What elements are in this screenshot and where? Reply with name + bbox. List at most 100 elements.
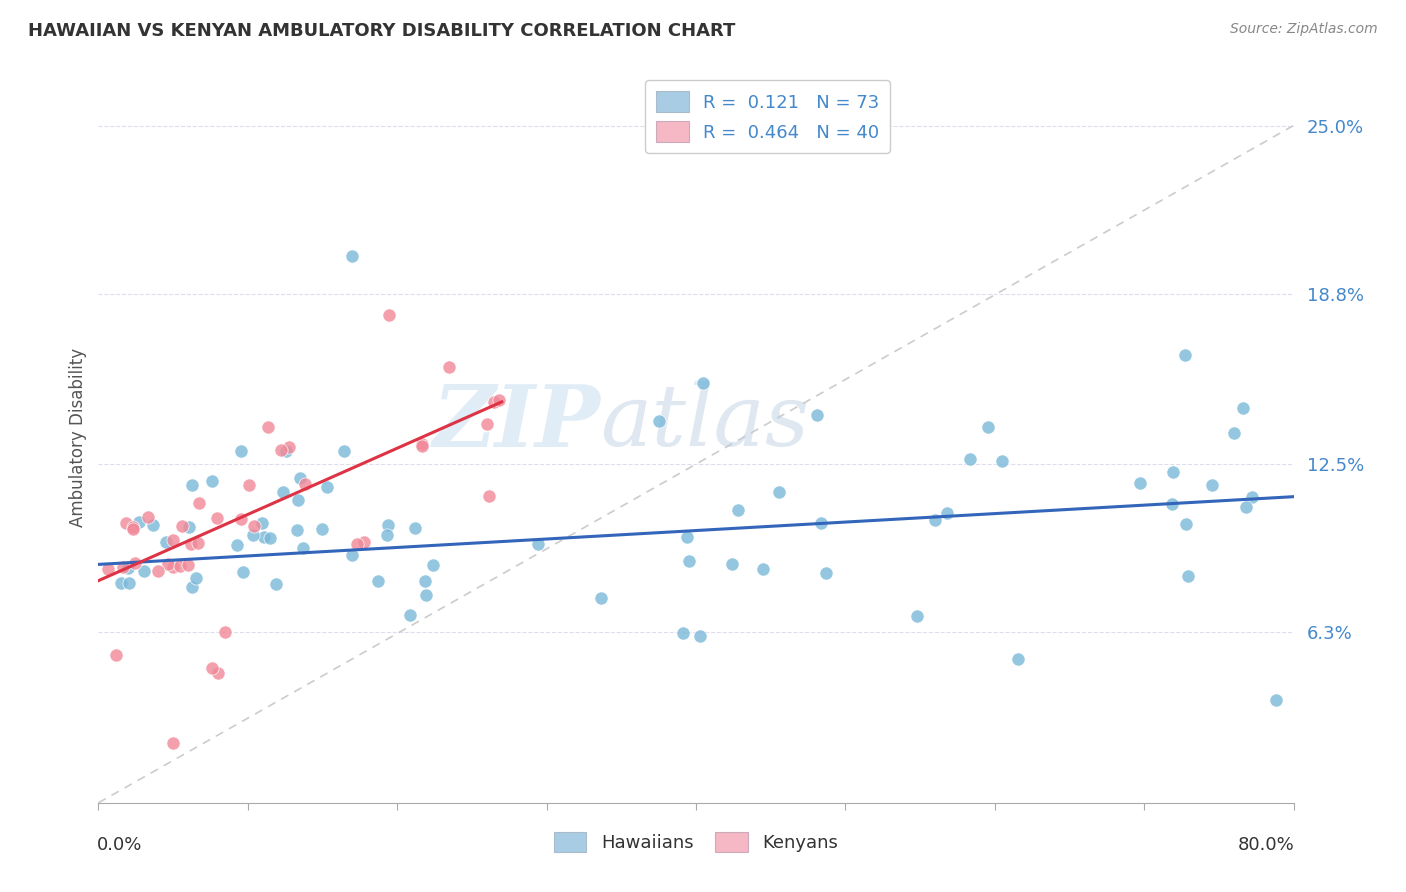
Text: 80.0%: 80.0% — [1237, 836, 1295, 854]
Point — [340, 548, 363, 562]
Point — [136, 509, 159, 524]
Point — [238, 478, 260, 492]
Point — [316, 480, 339, 494]
Text: Source: ZipAtlas.com: Source: ZipAtlas.com — [1230, 22, 1378, 37]
Point — [959, 452, 981, 467]
Point — [411, 439, 433, 453]
Point — [936, 506, 959, 520]
Point — [1129, 475, 1152, 490]
Point — [277, 440, 299, 454]
Y-axis label: Ambulatory Disability: Ambulatory Disability — [69, 348, 87, 526]
Point — [905, 609, 928, 624]
Text: atlas: atlas — [600, 381, 810, 464]
Point — [1175, 516, 1198, 531]
Point — [118, 576, 141, 591]
Point — [110, 576, 132, 591]
Point — [422, 558, 444, 573]
Point — [207, 665, 229, 680]
Point — [187, 536, 209, 550]
Point — [475, 417, 498, 431]
Point — [346, 537, 368, 551]
Point — [1161, 465, 1184, 479]
Point — [181, 477, 204, 491]
Point — [727, 503, 749, 517]
Point — [678, 554, 700, 568]
Point — [156, 558, 179, 572]
Point — [675, 530, 697, 544]
Point — [200, 661, 222, 675]
Point — [214, 625, 236, 640]
Point — [672, 625, 695, 640]
Point — [353, 534, 375, 549]
Point — [1161, 497, 1184, 511]
Point — [104, 648, 127, 662]
Point — [232, 565, 254, 579]
Point — [478, 489, 501, 503]
Point — [259, 531, 281, 545]
Point — [170, 518, 193, 533]
Point — [1201, 478, 1223, 492]
Point — [977, 419, 1000, 434]
Point — [257, 420, 280, 434]
Point — [648, 414, 671, 428]
Point — [806, 408, 828, 422]
Point — [692, 376, 714, 390]
Point — [1174, 348, 1197, 362]
Point — [188, 495, 211, 509]
Legend: Hawaiians, Kenyans: Hawaiians, Kenyans — [547, 824, 845, 860]
Text: 0.0%: 0.0% — [97, 836, 142, 854]
Point — [589, 591, 612, 605]
Point — [810, 516, 832, 530]
Point — [142, 518, 165, 533]
Point — [437, 359, 460, 374]
Point — [181, 580, 204, 594]
Point — [180, 537, 202, 551]
Point — [146, 565, 169, 579]
Point — [415, 588, 437, 602]
Point — [288, 471, 311, 485]
Point — [377, 518, 399, 533]
Point — [488, 392, 510, 407]
Point — [375, 527, 398, 541]
Point — [124, 556, 146, 570]
Point — [162, 560, 184, 574]
Point — [121, 520, 143, 534]
Point — [752, 562, 775, 576]
Text: ZIP: ZIP — [433, 381, 600, 464]
Point — [287, 493, 309, 508]
Point — [271, 484, 294, 499]
Point — [226, 538, 249, 552]
Point — [253, 530, 276, 544]
Point — [121, 522, 143, 536]
Point — [332, 443, 354, 458]
Point — [411, 436, 433, 450]
Point — [250, 516, 273, 530]
Point — [1007, 652, 1029, 666]
Point — [721, 557, 744, 571]
Point — [274, 443, 297, 458]
Point — [689, 629, 711, 643]
Point — [243, 518, 266, 533]
Point — [1240, 490, 1263, 504]
Point — [162, 533, 184, 547]
Point — [264, 576, 287, 591]
Point — [292, 541, 315, 555]
Point — [177, 558, 200, 572]
Point — [231, 511, 253, 525]
Point — [311, 522, 333, 536]
Point — [114, 516, 136, 530]
Point — [1223, 425, 1246, 440]
Point — [201, 474, 224, 488]
Point — [1234, 500, 1257, 514]
Point — [270, 442, 292, 457]
Point — [169, 559, 191, 574]
Text: HAWAIIAN VS KENYAN AMBULATORY DISABILITY CORRELATION CHART: HAWAIIAN VS KENYAN AMBULATORY DISABILITY… — [28, 22, 735, 40]
Point — [184, 571, 207, 585]
Point — [128, 515, 150, 529]
Point — [484, 395, 506, 409]
Point — [97, 562, 120, 576]
Point — [132, 565, 155, 579]
Point — [162, 736, 184, 750]
Point — [367, 574, 389, 588]
Point — [991, 454, 1014, 468]
